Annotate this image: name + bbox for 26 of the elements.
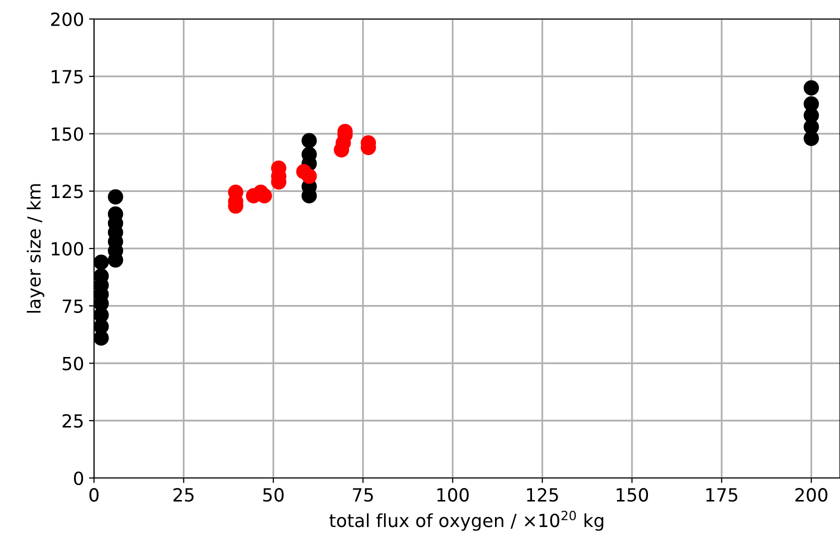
y-tick-label: 125 (52, 184, 83, 198)
x-tick-label: 175 (706, 488, 738, 502)
x-tick-label: 150 (616, 488, 648, 502)
x-tick-label: 0 (89, 488, 99, 502)
y-tick-label: 75 (62, 300, 83, 313)
point (804, 96, 819, 112)
point (804, 80, 819, 96)
point (302, 168, 317, 184)
x-axis-title: total flux of oxygen / ×10$^{20}$ kg (329, 510, 604, 531)
y-tick-label: 0 (74, 471, 84, 486)
y-tick-label: 100 (52, 242, 84, 256)
x-tick-label: 100 (437, 488, 469, 502)
y-tick-label: 175 (52, 70, 83, 84)
x-tick-label: 125 (527, 488, 558, 502)
y-tick-label: 25 (62, 414, 83, 428)
x-tick-label: 200 (795, 488, 828, 502)
x-tick-label: 75 (352, 488, 373, 502)
x-tick-label: 25 (174, 488, 194, 502)
y-tick-label: 200 (51, 12, 84, 26)
point (108, 189, 124, 204)
y-tick-label: 150 (52, 127, 84, 141)
y-tick-label: 50 (62, 356, 84, 370)
y-axis-title: layer size / km (26, 184, 44, 313)
point (302, 132, 317, 148)
point (94, 254, 109, 270)
x-tick-label: 50 (263, 488, 284, 502)
